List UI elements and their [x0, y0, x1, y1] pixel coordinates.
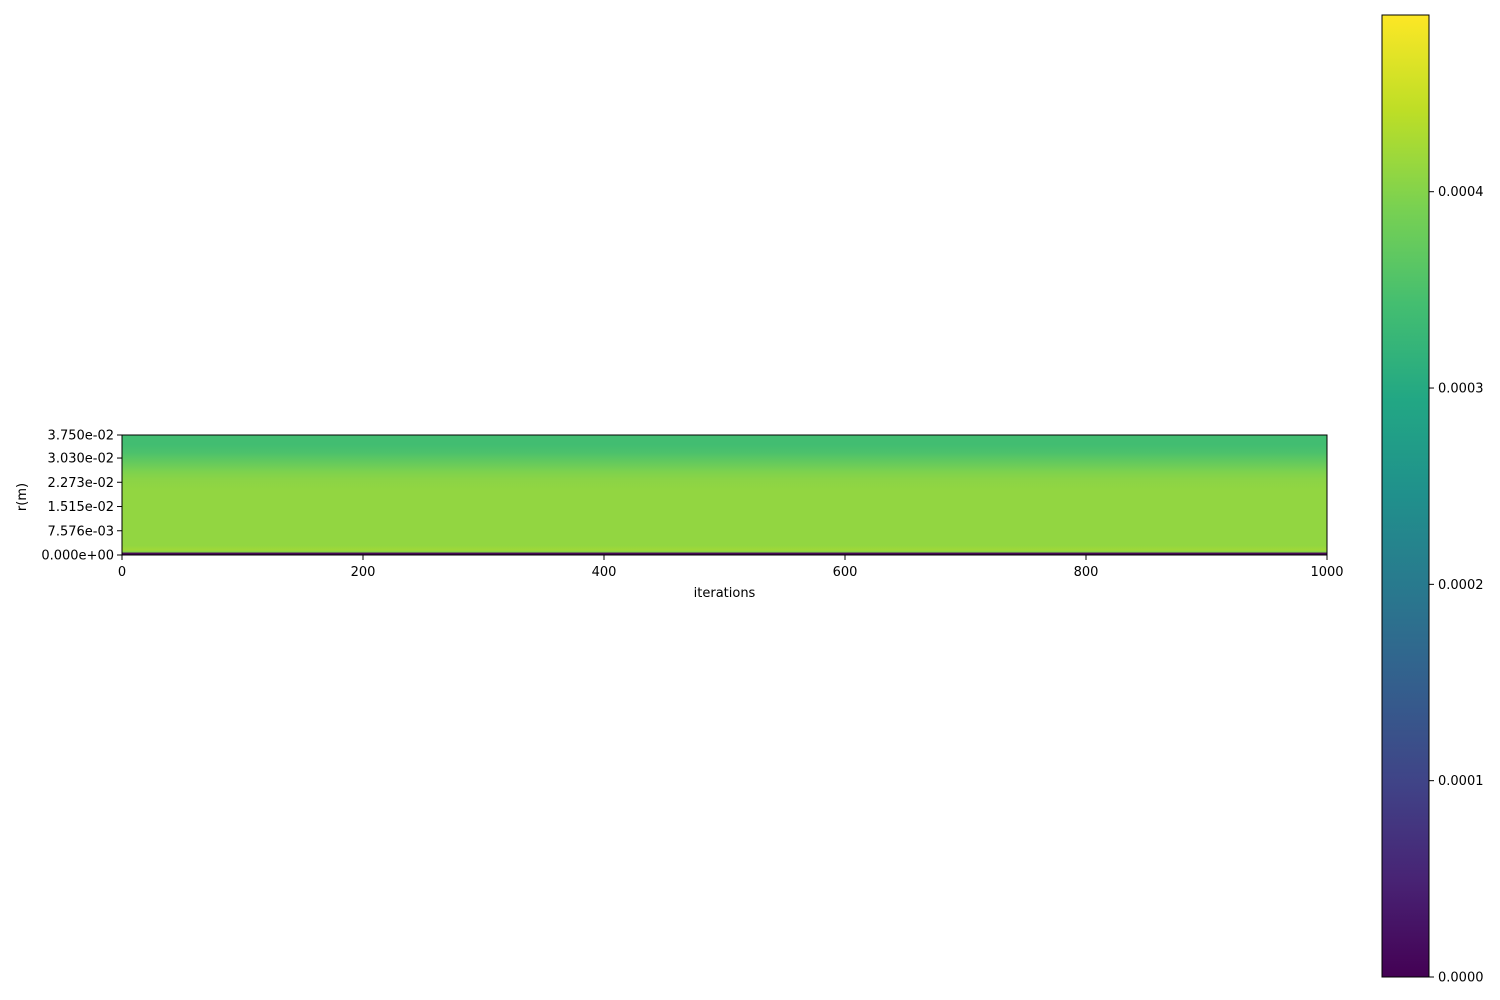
x-tick-label: 800: [1074, 565, 1099, 580]
y-axis-ticks: 0.000e+00 7.576e-03 1.515e-02 2.273e-02 3.03…: [41, 429, 122, 564]
y-tick-label: 7.576e-03: [48, 524, 114, 539]
colorbar-tick-label: 0.0000: [1438, 971, 1484, 986]
x-tick-label: 600: [833, 565, 858, 580]
heatmap-field: [122, 435, 1327, 555]
colorbar-frame: [1381, 14, 1430, 978]
x-tick-label: 1000: [1310, 565, 1343, 580]
y-tick-label: 2.273e-02: [48, 476, 114, 491]
x-tick-label: 0: [118, 565, 126, 580]
y-tick-label: 0.000e+00: [41, 549, 114, 564]
colorbar-tick-label: 0.0001: [1438, 774, 1484, 789]
x-tick-label: 400: [592, 565, 617, 580]
y-tick-label: 1.515e-02: [48, 500, 114, 515]
colorbar-tick-label: 0.0004: [1438, 185, 1484, 200]
x-tick-label: 200: [351, 565, 376, 580]
colorbar-gradient: [1382, 15, 1429, 977]
plot-area: [121, 434, 1328, 556]
y-axis-label: r(m): [15, 483, 30, 511]
colorbar-tick-label: 0.0002: [1438, 578, 1484, 593]
colorbar-tick-label: 0.0003: [1438, 382, 1484, 397]
x-axis-ticks: 0 200 400 600 800 1000: [118, 555, 1344, 580]
x-axis-label: iterations: [694, 586, 756, 601]
colorbar-ticks: 0.0000 0.0001 0.0002 0.0003 0.0004: [1429, 185, 1484, 986]
y-tick-label: 3.030e-02: [48, 452, 114, 467]
plot-frame: [121, 434, 1328, 556]
y-tick-label: 3.750e-02: [48, 429, 114, 444]
colorbar: 0.0000 0.0001 0.0002 0.0003 0.0004: [1381, 14, 1484, 986]
